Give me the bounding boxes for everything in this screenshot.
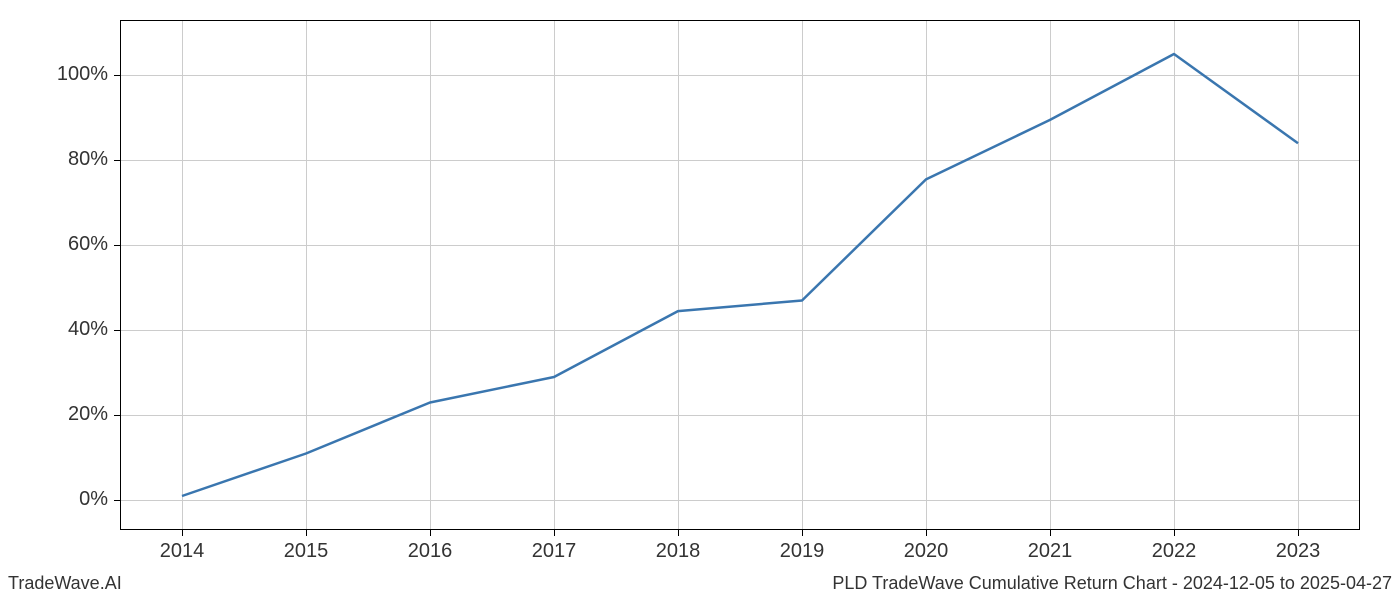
chart-container: TradeWave.AI PLD TradeWave Cumulative Re…	[0, 0, 1400, 600]
x-tick-label: 2021	[1010, 540, 1090, 563]
x-tick-label: 2019	[762, 540, 842, 563]
y-tick-mark	[114, 75, 120, 76]
y-tick-label: 100%	[28, 63, 108, 86]
line-series-svg	[120, 20, 1360, 530]
x-tick-label: 2023	[1258, 540, 1338, 563]
x-tick-label: 2018	[638, 540, 718, 563]
x-tick-label: 2017	[514, 540, 594, 563]
footer-right-label: PLD TradeWave Cumulative Return Chart - …	[832, 573, 1392, 594]
x-tick-label: 2015	[266, 540, 346, 563]
y-tick-mark	[114, 245, 120, 246]
x-tick-mark	[802, 530, 803, 536]
x-tick-mark	[182, 530, 183, 536]
x-tick-mark	[1298, 530, 1299, 536]
y-tick-mark	[114, 330, 120, 331]
x-tick-mark	[306, 530, 307, 536]
x-tick-mark	[1050, 530, 1051, 536]
plot-area	[120, 20, 1360, 530]
y-tick-label: 80%	[28, 148, 108, 171]
y-tick-label: 20%	[28, 403, 108, 426]
y-tick-mark	[114, 160, 120, 161]
y-tick-label: 40%	[28, 318, 108, 341]
x-tick-mark	[554, 530, 555, 536]
y-tick-label: 0%	[28, 488, 108, 511]
return-line	[182, 54, 1298, 496]
x-tick-label: 2014	[142, 540, 222, 563]
x-tick-mark	[430, 530, 431, 536]
y-tick-mark	[114, 500, 120, 501]
footer-left-label: TradeWave.AI	[8, 573, 122, 594]
x-tick-label: 2016	[390, 540, 470, 563]
y-tick-label: 60%	[28, 233, 108, 256]
x-tick-label: 2022	[1134, 540, 1214, 563]
x-tick-mark	[1174, 530, 1175, 536]
x-tick-label: 2020	[886, 540, 966, 563]
y-tick-mark	[114, 415, 120, 416]
x-tick-mark	[926, 530, 927, 536]
x-tick-mark	[678, 530, 679, 536]
